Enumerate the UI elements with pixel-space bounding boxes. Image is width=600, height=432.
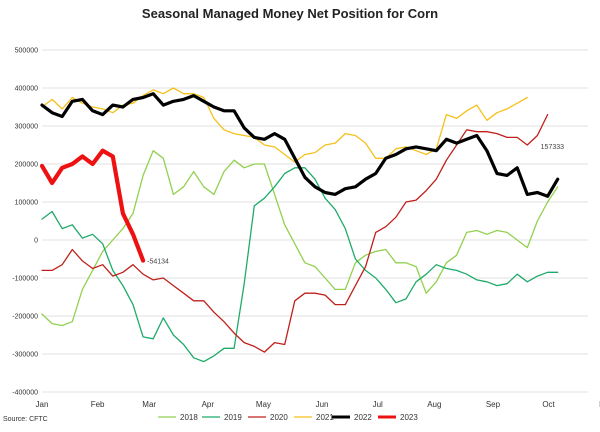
x-tick-label: Apr	[202, 400, 215, 409]
x-axis: JanFebMarAprMayJunJulAugSepOctNovDec	[36, 400, 600, 409]
series-layer	[39, 87, 560, 363]
y-tick-label: -400000	[12, 390, 38, 397]
legend-label-2023: 2023	[400, 413, 418, 422]
x-tick-label: Jan	[36, 400, 49, 409]
y-axis: 500000 400000 300000 200000 100000 0 -100000 -2…	[12, 48, 38, 397]
annotations-layer: -54134 157333	[147, 144, 564, 265]
data-label-2023: -54134	[147, 259, 169, 266]
x-tick-label: Sep	[486, 400, 501, 409]
y-tick-label: 300000	[15, 124, 38, 131]
x-tick-label: Oct	[542, 400, 555, 409]
chart-title: Seasonal Managed Money Net Position for …	[142, 6, 438, 21]
y-tick-label: 400000	[15, 86, 38, 93]
y-tick-label: -200000	[12, 314, 38, 321]
x-tick-label: Feb	[91, 400, 105, 409]
x-tick-label: Mar	[142, 400, 156, 409]
gridlines	[42, 49, 588, 393]
y-tick-label: -100000	[12, 276, 38, 283]
y-tick-label: 200000	[15, 162, 38, 169]
source-note: Source: CFTC	[3, 416, 48, 423]
legend-label-2019: 2019	[224, 413, 242, 422]
y-tick-label: -300000	[12, 352, 38, 359]
series-line-2022	[40, 92, 560, 198]
series-line-2023	[39, 148, 146, 263]
legend-label-2020: 2020	[270, 413, 288, 422]
x-tick-label: Jun	[316, 400, 329, 409]
x-tick-label: Aug	[427, 400, 441, 409]
series-line-2018	[41, 150, 559, 327]
legend-label-2021: 2021	[316, 413, 334, 422]
y-tick-label: 500000	[15, 48, 38, 55]
data-label-2022: 157333	[541, 144, 564, 151]
series-line-2020	[41, 113, 549, 353]
x-tick-label: Jul	[373, 400, 383, 409]
legend-label-2018: 2018	[180, 413, 198, 422]
y-tick-label: 100000	[15, 200, 38, 207]
legend: 2018 2019 2020 2021 2022 2023	[158, 413, 418, 422]
series-line-2021	[41, 87, 528, 163]
legend-label-2022: 2022	[354, 413, 372, 422]
y-tick-label: 0	[34, 238, 38, 245]
x-tick-label: May	[256, 400, 271, 409]
